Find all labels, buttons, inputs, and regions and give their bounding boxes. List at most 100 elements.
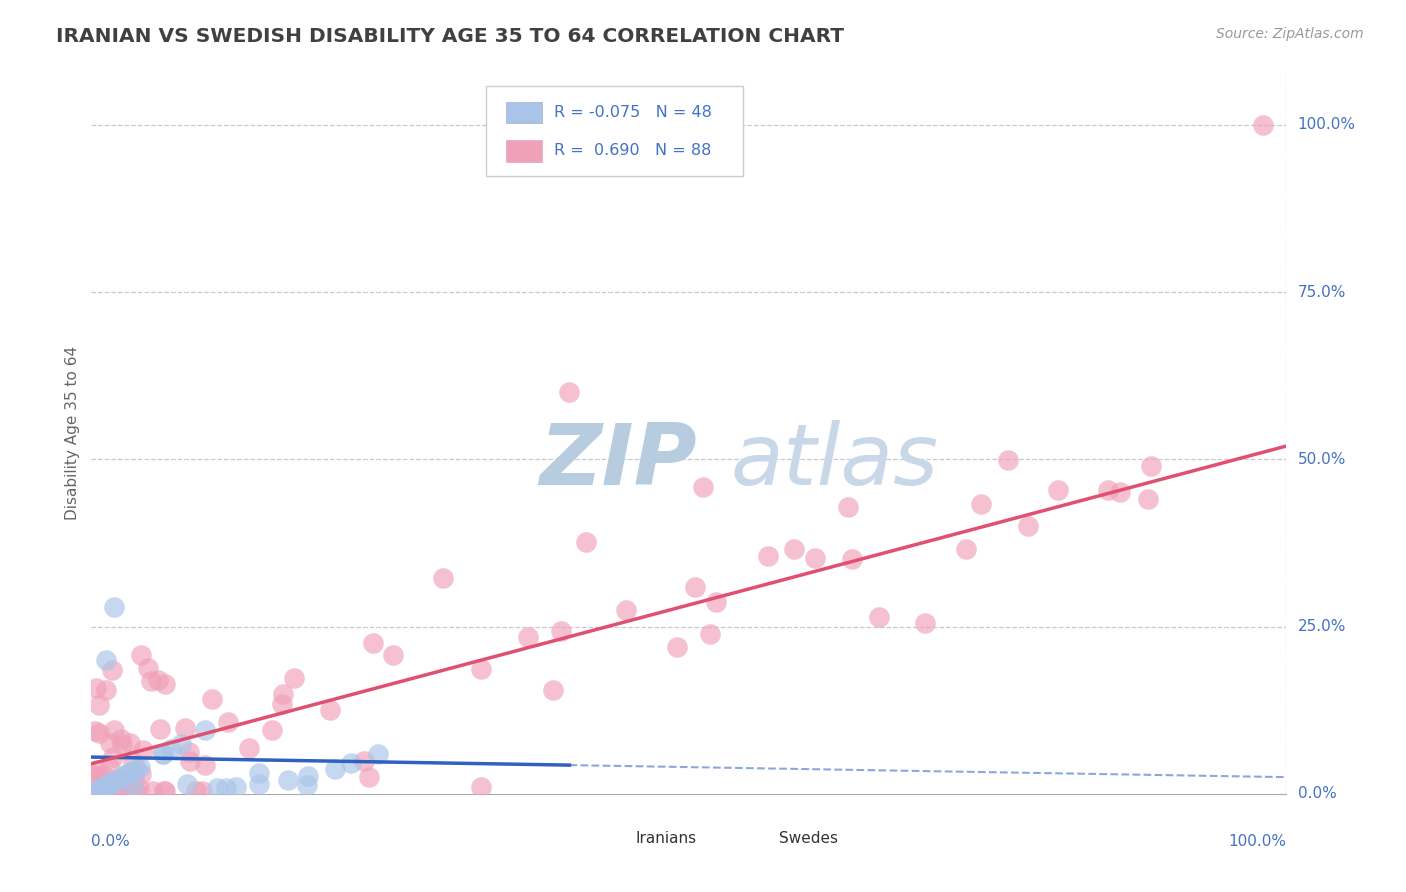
Point (683, 580, 706, 594)
Point (132, 743, 155, 757)
Text: Iranians: Iranians (636, 831, 696, 847)
Point (868, 610, 890, 624)
Point (103, 599, 125, 614)
Point (136, 661, 159, 675)
Point (914, 616, 936, 631)
Text: 0.0%: 0.0% (91, 834, 131, 848)
Point (124, 769, 146, 783)
Point (87, 783, 110, 797)
Point (121, 755, 143, 769)
Point (558, 385, 581, 400)
Point (87, 782, 110, 797)
Point (89, 782, 111, 797)
Point (353, 754, 375, 768)
Point (217, 714, 239, 729)
Point (82, 786, 104, 800)
Point (121, 764, 143, 778)
Point (194, 723, 217, 737)
Point (98, 777, 121, 791)
Point (82, 786, 104, 800)
Point (98, 736, 121, 750)
Point (283, 671, 305, 685)
Point (122, 779, 145, 793)
Point (125, 783, 148, 797)
Point (1097, 483, 1119, 497)
FancyBboxPatch shape (506, 140, 541, 161)
Point (205, 781, 228, 796)
Point (103, 723, 125, 737)
Point (247, 765, 270, 780)
FancyBboxPatch shape (742, 832, 773, 850)
Point (194, 757, 217, 772)
Point (470, 662, 492, 676)
Point (118, 765, 141, 780)
Point (97, 760, 120, 774)
Point (997, 452, 1019, 467)
Point (367, 747, 389, 762)
Point (666, 640, 689, 654)
Point (550, 624, 572, 638)
Point (361, 635, 384, 649)
Text: 100.0%: 100.0% (1229, 834, 1286, 848)
Text: R = -0.075   N = 48: R = -0.075 N = 48 (554, 105, 711, 120)
Point (115, 783, 138, 797)
Point (184, 783, 207, 797)
Text: IRANIAN VS SWEDISH DISABILITY AGE 35 TO 64 CORRELATION CHART: IRANIAN VS SWEDISH DISABILITY AGE 35 TO … (56, 27, 844, 45)
Point (101, 775, 124, 789)
Text: 75.0%: 75.0% (1298, 285, 1346, 300)
Point (541, 682, 564, 697)
Point (98, 776, 121, 790)
Point (295, 778, 318, 792)
Point (277, 772, 299, 787)
Point (86, 763, 108, 777)
Point (837, 500, 859, 515)
Point (179, 754, 201, 768)
Point (260, 723, 283, 738)
Point (319, 703, 342, 717)
Point (783, 541, 806, 556)
Point (516, 631, 538, 645)
Point (142, 783, 165, 797)
Point (692, 480, 714, 494)
Point (381, 648, 404, 663)
Point (90, 781, 112, 796)
Text: Swedes: Swedes (779, 831, 838, 847)
Point (101, 750, 124, 764)
Point (129, 766, 152, 780)
Point (146, 673, 169, 687)
Point (1140, 459, 1163, 474)
Point (84, 681, 107, 695)
Point (89, 698, 111, 712)
Point (83, 786, 105, 800)
Point (100, 776, 122, 790)
Point (104, 773, 127, 788)
Point (97, 777, 120, 791)
Text: ZIP: ZIP (540, 420, 697, 503)
Point (129, 759, 152, 773)
FancyBboxPatch shape (486, 86, 742, 176)
Text: 25.0%: 25.0% (1298, 619, 1346, 634)
Point (108, 772, 131, 786)
Point (970, 497, 993, 511)
Point (152, 747, 174, 761)
Point (94, 682, 117, 697)
Point (201, 692, 224, 706)
Point (152, 783, 174, 797)
Point (614, 603, 637, 617)
Point (215, 780, 238, 795)
FancyBboxPatch shape (599, 832, 630, 850)
Point (225, 780, 247, 794)
Point (575, 534, 598, 549)
Point (89, 726, 111, 740)
Point (100, 775, 122, 789)
Point (91, 783, 114, 797)
Point (470, 780, 492, 794)
FancyBboxPatch shape (506, 102, 541, 123)
Point (323, 763, 346, 777)
Point (84, 784, 107, 798)
Point (91, 768, 114, 782)
Point (177, 745, 200, 759)
Point (114, 783, 136, 797)
Text: Source: ZipAtlas.com: Source: ZipAtlas.com (1216, 27, 1364, 41)
Point (124, 783, 146, 797)
